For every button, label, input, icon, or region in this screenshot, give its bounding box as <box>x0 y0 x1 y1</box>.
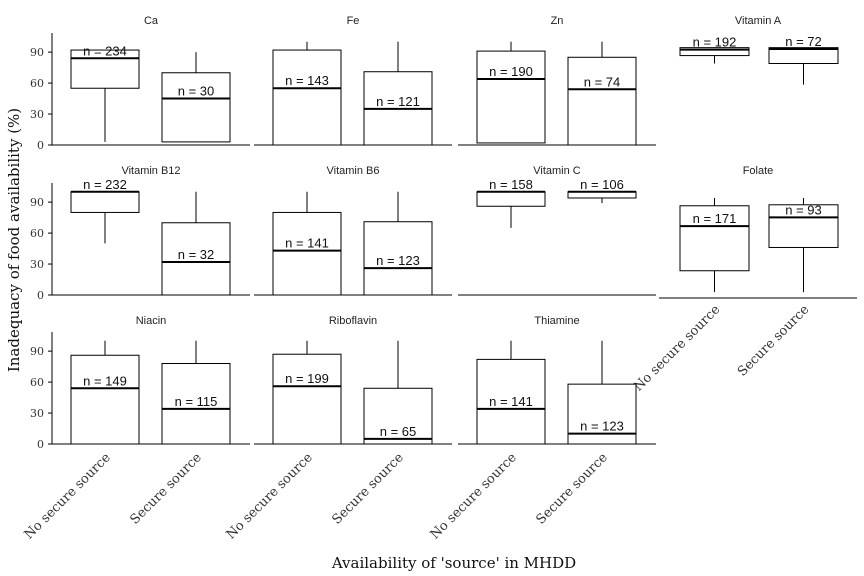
facet-panel-vitamin-a: Vitamin A n = 192 n = 72 <box>679 15 839 85</box>
y-tick-label: 0 <box>37 139 44 152</box>
y-tick-label: 60 <box>30 227 44 240</box>
n-label: n = 115 <box>175 394 218 409</box>
y-tick-label: 30 <box>30 407 44 420</box>
facet-panel-niacin: Niacin 0 30 60 90 n = 149 n = 115 No secure sou… <box>22 315 250 542</box>
box-iqr <box>476 191 546 207</box>
n-label: n = 141 <box>285 236 329 251</box>
n-label: n = 65 <box>380 424 417 439</box>
box-iqr <box>161 72 231 143</box>
n-label: n = 123 <box>580 419 624 434</box>
box-iqr <box>272 211 342 296</box>
n-label: n = 123 <box>376 253 420 268</box>
facet-title: Folate <box>743 165 774 177</box>
y-tick-label: 90 <box>30 46 44 59</box>
box-iqr <box>161 222 231 296</box>
y-tick-label: 30 <box>30 258 44 271</box>
box-iqr <box>70 191 140 213</box>
facet-title: Ca <box>144 15 159 27</box>
n-label: n = 121 <box>376 94 420 109</box>
y-tick-label: 60 <box>30 376 44 389</box>
x-category-label: No secure source <box>224 450 316 542</box>
facet-panel-ca: Ca 0 30 60 90 n = 234 n = 30 <box>30 15 250 152</box>
facet-title: Vitamin A <box>735 15 782 27</box>
y-tick-label: 0 <box>37 289 44 302</box>
n-label: n = 192 <box>693 35 737 50</box>
n-label: n = 234 <box>83 43 127 58</box>
y-tick-label: 30 <box>30 108 44 121</box>
box-iqr <box>161 363 231 445</box>
box-iqr <box>272 49 342 146</box>
box-iqr <box>768 204 839 248</box>
box-iqr <box>363 387 433 445</box>
n-label: n = 93 <box>785 202 822 217</box>
box-iqr <box>679 47 750 57</box>
n-label: n = 141 <box>489 394 533 409</box>
x-category-label: Secure source <box>127 450 205 528</box>
box-iqr <box>679 205 750 272</box>
x-category-label: No secure source <box>428 450 520 542</box>
x-category-label: No secure source <box>631 302 723 394</box>
x-axis-title: Availability of 'source' in MHDD <box>331 554 576 572</box>
box-iqr <box>476 50 546 144</box>
n-label: n = 149 <box>83 373 127 388</box>
x-category-label: No secure source <box>22 450 114 542</box>
y-tick-label: 0 <box>37 438 44 451</box>
facet-panel-vitamin-b12: Vitamin B12 0 30 60 90 n = 232 n = 32 <box>30 165 250 302</box>
facet-panel-vitamin-b6: Vitamin B6 n = 141 n = 123 <box>254 165 452 296</box>
n-label: n = 143 <box>285 73 329 88</box>
facet-title: Fe <box>347 15 360 27</box>
box-iqr <box>567 383 637 445</box>
n-label: n = 190 <box>489 64 533 79</box>
facet-panel-fe: Fe n = 143 n = 121 <box>254 15 452 146</box>
n-label: n = 158 <box>489 177 533 192</box>
box-iqr <box>768 47 839 64</box>
x-category-label: Secure source <box>533 450 611 528</box>
n-label: n = 232 <box>83 177 127 192</box>
box-iqr <box>70 354 140 445</box>
facet-panel-riboflavin: Riboflavin n = 199 n = 65 No secure source S… <box>224 315 452 542</box>
n-label: n = 171 <box>693 211 737 226</box>
facet-title: Vitamin C <box>533 165 581 177</box>
facet-panel-thiamine: Thiamine n = 141 n = 123 No secure source Se… <box>428 315 656 542</box>
n-label: n = 72 <box>785 34 822 49</box>
y-tick-label: 90 <box>30 345 44 358</box>
facet-title: Niacin <box>136 315 167 327</box>
n-label: n = 199 <box>285 371 329 386</box>
facet-title: Thiamine <box>534 315 579 327</box>
x-category-label: Secure source <box>735 302 813 380</box>
facet-panel-folate: Folate n = 171 n = 93 No secure source Secur… <box>631 165 857 394</box>
y-tick-label: 60 <box>30 77 44 90</box>
n-label: n = 74 <box>584 74 621 89</box>
box-iqr <box>476 358 546 445</box>
facet-title: Vitamin B12 <box>121 165 180 177</box>
box-iqr <box>70 49 140 89</box>
n-label: n = 32 <box>178 247 215 262</box>
box-iqr <box>272 353 342 445</box>
n-label: n = 30 <box>178 84 215 99</box>
box-iqr <box>567 56 637 146</box>
y-axis-title: Inadequacy of food availability (%) <box>5 108 23 372</box>
facet-panel-vitamin-c: Vitamin Cn = 158 n = 106 <box>458 165 656 296</box>
box-iqr <box>363 221 433 296</box>
y-tick-label: 90 <box>30 196 44 209</box>
facet-panel-zn: Zn n = 190 n = 74 <box>458 15 656 146</box>
facet-title: Riboflavin <box>329 315 377 327</box>
facet-title: Zn <box>551 15 564 27</box>
x-category-label: Secure source <box>329 450 407 528</box>
n-label: n = 106 <box>580 177 624 192</box>
facet-title: Vitamin B6 <box>327 165 380 177</box>
